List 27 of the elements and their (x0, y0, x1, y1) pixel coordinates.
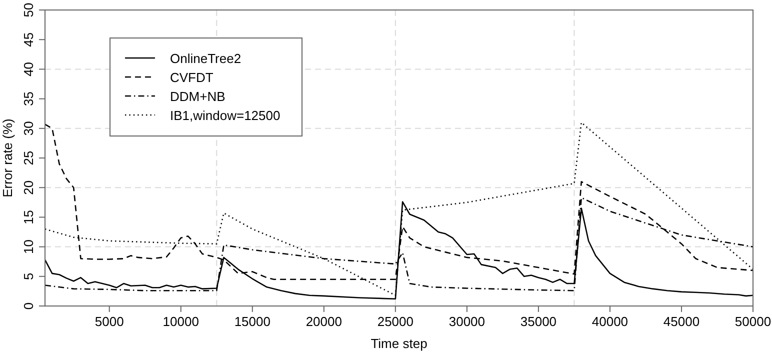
legend-label: IB1,window=12500 (170, 108, 280, 123)
x-axis-title: Time step (370, 336, 428, 351)
x-tick-label: 25000 (377, 314, 414, 329)
x-tick-label: 35000 (520, 314, 557, 329)
y-tick-label: 35 (21, 92, 36, 106)
y-tick-label: 10 (21, 240, 36, 254)
legend-label: DDM+NB (170, 89, 226, 104)
legend-label: CVFDT (170, 70, 214, 85)
y-axis-title: Error rate (%) (0, 118, 15, 198)
x-tick-label: 45000 (663, 314, 700, 329)
y-tick-label: 0 (21, 302, 36, 310)
legend-label: OnlineTree2 (170, 51, 242, 66)
y-tick-label: 20 (21, 180, 36, 195)
x-tick-label: 50000 (734, 314, 772, 329)
y-tick-label: 30 (21, 121, 36, 136)
y-tick-label: 15 (21, 210, 36, 224)
y-tick-label: 25 (21, 150, 36, 166)
x-tick-label: 20000 (306, 314, 342, 329)
x-tick-label: 5000 (94, 314, 124, 329)
y-tick-label: 45 (21, 32, 36, 47)
y-tick-label: 50 (21, 2, 36, 18)
x-tick-label: 30000 (448, 314, 486, 329)
y-tick-label: 5 (21, 272, 36, 280)
x-tick-label: 40000 (592, 314, 628, 329)
x-tick-label: 10000 (162, 314, 199, 329)
x-tick-label: 15000 (234, 314, 270, 329)
y-tick-label: 40 (21, 62, 36, 76)
